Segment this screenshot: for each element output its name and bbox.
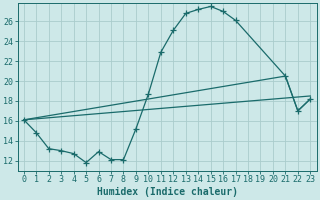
X-axis label: Humidex (Indice chaleur): Humidex (Indice chaleur) <box>97 186 237 197</box>
